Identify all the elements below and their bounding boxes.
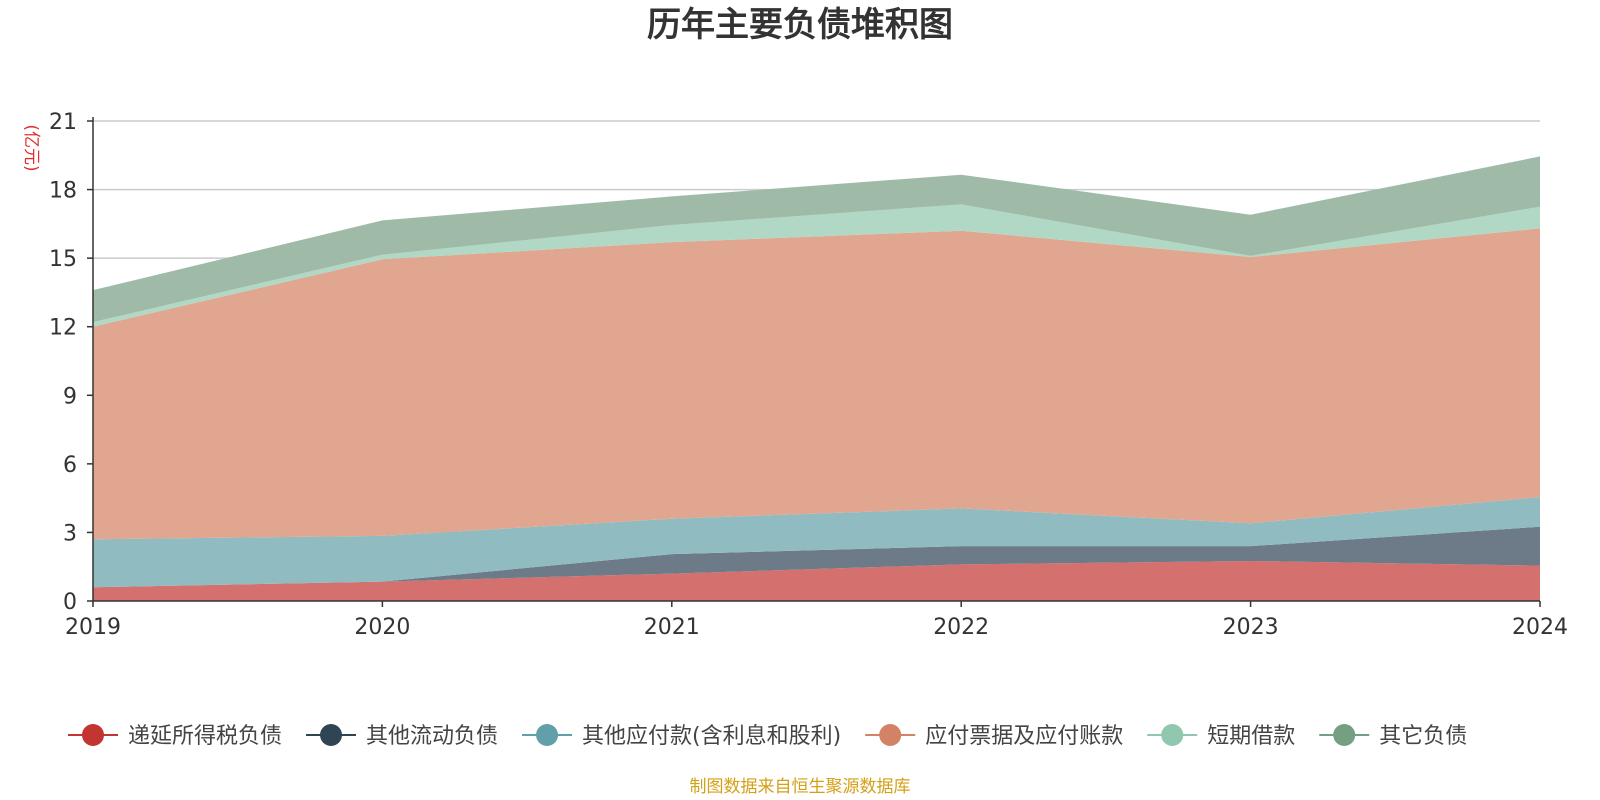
y-tick-label: 18 [49,179,77,204]
area-series-2 [93,526,1540,588]
legend-label: 其它负债 [1379,724,1467,749]
legend: 递延所得税负债 其他流动负债 其他应付款(含利息和股利) 应付票据及应付账款 短期借款 其… [68,724,1467,749]
legend-marker [536,724,559,746]
chart-title: 历年主要负债堆积图 [647,5,953,45]
legend-label: 其他应付款(含利息和股利) [582,724,841,749]
y-tick-label: 21 [49,110,77,135]
area-series-5 [93,204,1540,327]
y-tick-label: 9 [63,384,77,409]
y-tick-label: 3 [63,521,77,546]
x-tick-label: 2019 [65,615,121,640]
legend-label: 递延所得税负债 [128,724,282,749]
x-tick-label: 2022 [933,615,989,640]
y-tick-label: 15 [49,247,77,272]
legend-item-3[interactable]: 其他应付款(含利息和股利) [522,724,841,749]
legend-marker [320,724,343,746]
y-tick-label: 0 [63,590,77,615]
area-series-1 [93,561,1540,601]
x-tick-label: 2021 [644,615,700,640]
legend-item-5[interactable]: 短期借款 [1147,724,1295,749]
legend-item-6[interactable]: 其它负债 [1319,724,1467,749]
legend-label: 其他流动负债 [366,724,498,749]
area-series-6 [93,156,1540,323]
x-tick-label: 2020 [354,615,410,640]
legend-marker [1161,724,1184,746]
legend-item-2[interactable]: 其他流动负债 [306,724,498,749]
area-series-4 [93,228,1540,540]
y-axis-unit: (亿元) [21,124,41,171]
y-tick-label: 6 [63,453,77,478]
data-source-note: 制图数据来自恒生聚源数据库 [690,777,911,797]
y-tick-label: 12 [49,316,77,341]
area-series [93,156,1540,601]
axes: 0 3 6 9 12 15 18 21 2019 2020 2021 2022 2023 2024 [49,110,1568,640]
legend-item-4[interactable]: 应付票据及应付账款 [865,724,1123,749]
area-series-3 [93,497,1540,588]
legend-label: 短期借款 [1207,724,1295,749]
legend-item-1[interactable]: 递延所得税负债 [68,724,282,749]
legend-marker [879,724,902,746]
legend-marker [82,724,104,746]
x-tick-label: 2023 [1223,615,1279,640]
x-tick-label: 2024 [1512,615,1568,640]
legend-marker [1333,724,1356,746]
legend-label: 应付票据及应付账款 [925,724,1123,749]
